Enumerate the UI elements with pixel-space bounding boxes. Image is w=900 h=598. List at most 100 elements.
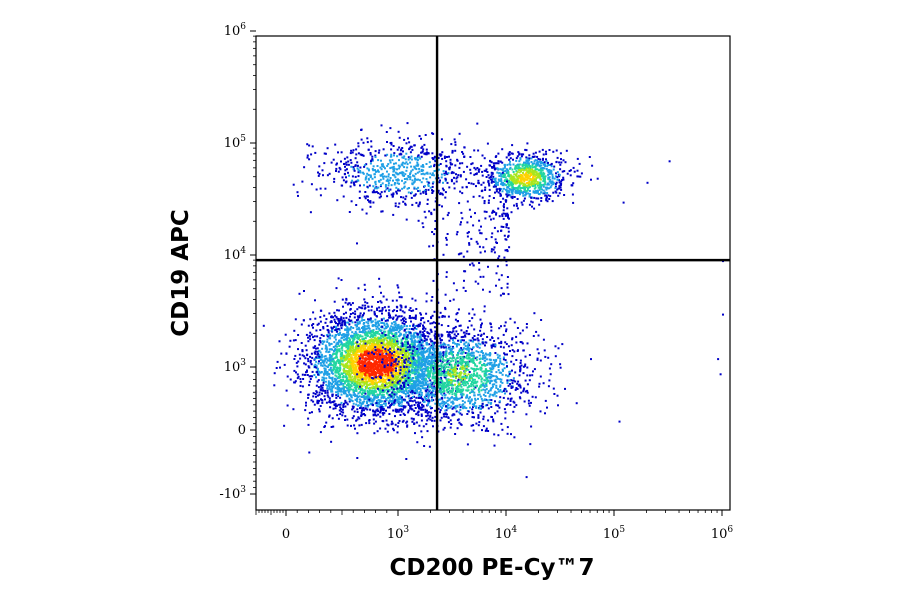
event-dot [439, 337, 442, 340]
event-dot [495, 391, 498, 394]
event-dot [346, 379, 349, 382]
event-dot [458, 350, 461, 353]
event-dot [437, 407, 440, 410]
event-dot [365, 342, 368, 345]
event-dot [406, 374, 409, 377]
event-dot [369, 347, 372, 350]
event-dot [427, 356, 430, 359]
event-dot [433, 419, 436, 422]
event-dot [387, 396, 389, 399]
event-dot [419, 312, 422, 315]
event-dot [369, 387, 371, 390]
event-dot [354, 367, 357, 370]
event-dot [396, 431, 399, 434]
event-dot [371, 394, 374, 397]
event-dot [404, 405, 407, 408]
event-dot [391, 369, 394, 372]
event-dot [424, 387, 427, 390]
event-dot [339, 343, 342, 346]
event-dot [445, 346, 447, 349]
event-dot [449, 370, 452, 372]
event-dot [331, 383, 334, 385]
event-dot [346, 395, 349, 398]
event-dot [334, 345, 337, 347]
event-dot [403, 386, 406, 388]
event-dot [389, 354, 391, 357]
event-dot [341, 346, 343, 349]
event-dot [402, 374, 404, 377]
event-dot [388, 339, 391, 342]
event-dot [348, 400, 351, 403]
event-dot [415, 368, 418, 371]
event-dot [474, 363, 477, 366]
event-dot [403, 373, 405, 375]
event-dot [325, 345, 328, 348]
event-dot [338, 350, 341, 353]
event-dot [415, 378, 418, 381]
event-dot [344, 350, 347, 353]
event-dot [333, 361, 336, 364]
event-dot [357, 345, 360, 347]
event-dot [360, 367, 363, 370]
event-dot [389, 384, 392, 387]
event-dot [366, 340, 369, 343]
event-dot [391, 340, 394, 343]
event-dot [354, 378, 357, 381]
event-dot [390, 345, 393, 348]
event-dot [301, 373, 304, 376]
event-dot [335, 350, 338, 353]
event-dot [373, 337, 376, 339]
event-dot [511, 349, 514, 352]
event-dot [492, 343, 495, 346]
event-dot [305, 401, 307, 404]
event-dot [422, 362, 425, 365]
event-dot [390, 382, 393, 385]
event-dot [390, 339, 393, 342]
event-dot [404, 377, 407, 380]
event-dot [536, 357, 539, 360]
event-dot [408, 348, 411, 351]
event-dot [350, 399, 353, 402]
event-dot [521, 342, 524, 345]
event-dot [418, 424, 421, 427]
event-dot [456, 427, 459, 430]
event-dot [308, 366, 311, 369]
event-dot [375, 366, 377, 369]
event-dot [382, 393, 385, 396]
event-dot [381, 374, 383, 377]
event-dot [505, 374, 507, 377]
event-dot [434, 330, 437, 333]
event-dot [376, 336, 379, 339]
event-dot [359, 312, 362, 315]
event-dot [379, 389, 382, 392]
event-dot [374, 365, 377, 368]
event-dot [433, 347, 436, 350]
event-dot [454, 358, 457, 361]
event-dot [499, 396, 502, 399]
event-dot [443, 371, 445, 374]
event-dot [444, 364, 447, 367]
event-dot [358, 381, 361, 384]
event-dot [329, 368, 332, 371]
event-dot [418, 346, 421, 349]
event-dot [393, 309, 396, 312]
event-dot [333, 349, 336, 352]
event-dot [309, 378, 312, 380]
event-dot [395, 305, 398, 308]
event-dot [465, 376, 468, 378]
event-dot [278, 340, 281, 343]
event-dot [381, 312, 383, 315]
event-dot [364, 382, 366, 385]
event-dot [418, 341, 421, 343]
event-dot [294, 339, 297, 342]
event-dot [401, 349, 404, 352]
event-dot [350, 396, 353, 399]
event-dot [378, 277, 381, 280]
event-dot [359, 348, 362, 351]
event-dot [331, 369, 333, 372]
event-dot [395, 379, 397, 382]
event-dot [390, 342, 393, 345]
event-dot [430, 368, 433, 371]
event-dot [375, 376, 378, 379]
event-dot [392, 409, 395, 412]
